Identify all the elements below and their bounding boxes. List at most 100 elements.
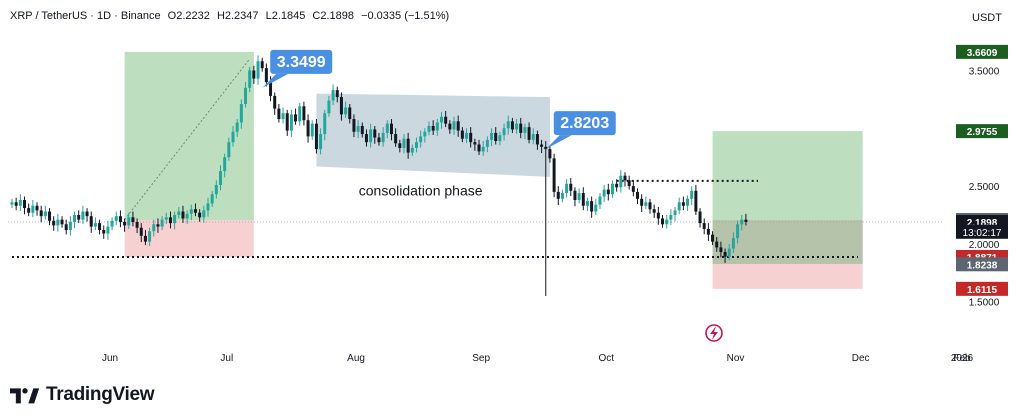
candle [327,95,331,117]
candle [556,186,560,206]
candle [652,204,656,219]
candle-body [648,202,652,210]
candle-body [39,210,43,217]
candle [223,153,227,178]
candle [85,208,89,222]
candle-body [715,241,719,248]
candle-body [598,196,602,205]
candle-body [273,95,277,109]
candle-body [485,139,489,147]
candle-body [577,193,581,200]
candle-body [565,183,569,194]
candle-body [335,90,339,98]
candle-body [181,211,185,219]
candle-body [319,134,323,150]
candle-body [10,202,14,205]
candle [356,120,360,139]
candle-body [494,132,498,142]
y-tick-label: 2.5000 [969,182,1000,193]
y-tick-label: 2.0000 [969,240,1000,251]
candle-body [623,175,627,181]
candle-body [552,158,556,192]
candle [502,123,506,141]
candle [481,141,485,156]
price-tag [956,124,1008,139]
brand[interactable]: TradingView [10,384,155,406]
candle-body [168,217,172,224]
y-tick-label: 1.5000 [969,298,1000,309]
symbol-label[interactable]: XRP / TetherUS · 1D · Binance [10,10,161,22]
candle-body [285,113,289,131]
candle-body [377,137,381,143]
candle [665,215,669,229]
x-tick-label: Aug [347,353,365,364]
candle [294,108,298,125]
candle [477,139,481,155]
candle-body [89,216,93,227]
candle [81,205,85,225]
lightning-icon[interactable] [705,324,723,342]
callout-box [270,49,333,74]
candle [473,138,477,151]
candle [68,216,72,236]
candle-body [23,199,27,209]
candle [193,203,197,217]
candle [352,114,356,138]
candle-body [606,189,610,195]
candle-body [339,97,343,115]
candle-body [252,70,256,79]
candle [606,183,610,201]
candle-body [135,221,139,228]
candle [377,132,381,146]
candle [302,101,306,126]
candle-body [143,235,147,242]
candle-body [410,147,414,153]
candle [427,121,431,136]
candle [414,137,418,153]
candle [727,243,731,261]
candle-body [160,219,164,227]
candle [281,107,285,124]
candle-body [573,190,577,200]
currency-label[interactable]: USDT [972,12,1002,24]
candle [485,136,489,153]
candle-body [473,142,477,145]
candle-body [198,212,202,218]
candle [389,119,393,141]
candle [636,188,639,205]
candle-body [356,125,360,132]
candle [210,190,214,207]
candle [744,213,748,226]
candle [535,130,539,150]
candle [385,120,389,139]
candle-body [631,186,635,192]
candle [277,104,281,123]
candle-body [60,219,64,225]
candles-layer [10,55,748,296]
candle [469,127,473,148]
candle [669,209,673,225]
candle [14,197,18,211]
candle [723,248,727,263]
candle-body [298,106,302,122]
candle-body [118,216,122,222]
low-value: L2.1845 [265,10,306,22]
candle [39,205,43,223]
candle-body [594,204,598,212]
candle [18,194,22,212]
candle-body [719,247,723,253]
candle-body [327,100,331,114]
candle-body [431,125,435,131]
tradingview-logo-icon [10,388,40,404]
candle [89,211,93,233]
candle [160,216,164,231]
candle-body [260,61,264,69]
candle-body [352,119,356,132]
close-value: C2.1898 [312,10,355,22]
callout-label: 3.3499 [277,54,326,71]
candle [448,120,452,134]
candle-body [106,226,110,234]
change-value: −0.0335 (−1.51%) [361,10,450,22]
